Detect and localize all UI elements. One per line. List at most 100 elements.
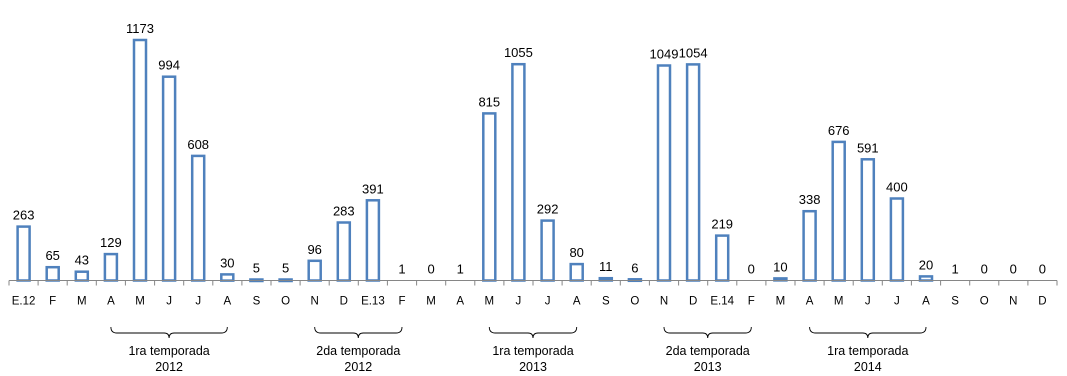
x-tick-label: D <box>689 296 697 308</box>
x-tick-label: M <box>834 296 844 308</box>
x-tick-label: J <box>166 296 172 308</box>
season-year-label: 2012 <box>155 360 183 374</box>
season-label: 2da temporada <box>316 344 400 358</box>
data-label: 400 <box>886 180 908 195</box>
data-label: 292 <box>537 202 559 217</box>
bars-group <box>16 38 934 283</box>
x-tick-label: E.12 <box>12 296 36 308</box>
season-bracket <box>110 326 228 339</box>
data-label: 338 <box>799 192 821 207</box>
data-label: 43 <box>75 253 89 268</box>
bar <box>889 197 905 282</box>
data-label: 10 <box>773 259 787 274</box>
data-label: 283 <box>333 204 355 219</box>
season-bracket <box>488 326 578 339</box>
data-label: 1055 <box>504 45 533 60</box>
data-label: 263 <box>13 208 35 223</box>
x-tick-label: J <box>195 296 201 308</box>
x-tick-label: M <box>485 296 495 308</box>
data-label: 1054 <box>679 45 708 60</box>
data-label: 1 <box>457 261 464 276</box>
x-tick-label: O <box>980 296 989 308</box>
bar <box>831 140 846 282</box>
x-tick-label: S <box>253 296 261 308</box>
season-year-label: 2013 <box>694 360 722 374</box>
season-brackets-group: 1ra temporada 2012 2da temporada 2012 1ra te… <box>110 326 927 374</box>
data-label: 11 <box>599 259 613 274</box>
x-tick-label: A <box>922 296 930 308</box>
data-label: 0 <box>748 262 755 277</box>
data-label: 676 <box>828 123 850 138</box>
data-label: 994 <box>158 58 180 73</box>
x-tick-label: M <box>426 296 436 308</box>
x-tick-label: N <box>311 296 319 308</box>
bar <box>161 75 177 282</box>
season-label: 1ra temporada <box>128 344 209 358</box>
data-label: 0 <box>1010 262 1017 277</box>
bar <box>190 154 206 282</box>
bar <box>74 270 90 282</box>
data-label: 1 <box>398 261 405 276</box>
x-tick-label: M <box>776 296 786 308</box>
x-tick-label: J <box>516 296 522 308</box>
season-year-label: 2012 <box>344 360 372 374</box>
bar <box>569 262 584 282</box>
season-bracket <box>809 326 927 339</box>
bar <box>918 275 934 282</box>
bar <box>482 112 497 282</box>
x-tick-label: D <box>1038 296 1046 308</box>
data-label: 591 <box>857 140 879 155</box>
bar <box>16 225 31 282</box>
data-label: 80 <box>569 245 583 260</box>
bar <box>365 199 381 282</box>
data-label: 0 <box>981 262 988 277</box>
bar <box>860 158 876 282</box>
x-tick-label: O <box>630 296 639 308</box>
bar <box>132 38 148 282</box>
data-label: 6 <box>631 260 638 275</box>
bar <box>685 63 701 282</box>
x-tick-label: F <box>748 296 755 308</box>
data-label: 391 <box>362 181 384 196</box>
x-tick-label: S <box>602 296 610 308</box>
data-label: 219 <box>711 217 733 232</box>
data-label: 1 <box>951 261 958 276</box>
data-label: 1049 <box>650 47 679 62</box>
x-tick-label: N <box>1009 296 1017 308</box>
x-tick-label: O <box>281 296 290 308</box>
bar <box>45 265 60 282</box>
x-axis-ticks-group <box>8 280 1058 286</box>
season-label: 1ra temporada <box>827 344 908 358</box>
x-tick-label: D <box>340 296 348 308</box>
x-tick-labels-group: E.12 F M A M J J A S O N D E.13 F M A M J J A S O N D E.14 F M A M J J… <box>12 296 1047 308</box>
x-tick-label: J <box>894 296 900 308</box>
x-tick-label: F <box>49 296 56 308</box>
bar <box>220 273 235 282</box>
x-tick-label: A <box>107 296 115 308</box>
season-bracket <box>314 326 403 339</box>
x-tick-label: M <box>77 296 87 308</box>
season-year-label: 2014 <box>854 360 882 374</box>
x-tick-label: E.13 <box>361 296 385 308</box>
data-label: 5 <box>253 261 260 276</box>
bar <box>307 259 322 282</box>
x-tick-label: A <box>223 296 231 308</box>
data-label: 0 <box>1039 262 1046 277</box>
x-tick-label: J <box>865 296 871 308</box>
bar <box>714 234 730 282</box>
data-label: 129 <box>100 235 122 250</box>
data-label: 1173 <box>126 21 154 36</box>
x-tick-label: F <box>398 296 405 308</box>
x-tick-label: A <box>456 296 464 308</box>
bar <box>336 221 352 282</box>
x-tick-label: A <box>806 296 814 308</box>
x-tick-label: E.14 <box>710 296 734 308</box>
data-label: 5 <box>282 261 289 276</box>
bar <box>103 252 119 282</box>
x-tick-label: M <box>135 296 145 308</box>
data-label: 30 <box>220 255 234 270</box>
x-tick-label: N <box>660 296 668 308</box>
season-year-label: 2013 <box>519 360 547 374</box>
